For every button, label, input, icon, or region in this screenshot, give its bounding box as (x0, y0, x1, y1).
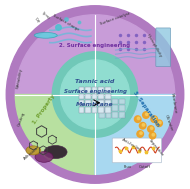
Bar (98, 87, 104, 93)
Circle shape (140, 132, 142, 134)
Bar (106, 99, 111, 104)
Text: Dip: Dip (34, 17, 41, 24)
Bar (79, 107, 84, 113)
Bar (119, 105, 125, 111)
Circle shape (60, 60, 130, 129)
Text: Tannic acid: Tannic acid (75, 79, 115, 84)
Circle shape (52, 52, 138, 137)
Text: Flux: Flux (124, 165, 132, 169)
Bar (105, 87, 111, 93)
Bar (85, 107, 91, 113)
Text: 1. Property: 1. Property (32, 94, 56, 125)
Bar (119, 112, 125, 118)
Bar (98, 107, 104, 113)
Circle shape (137, 131, 143, 137)
Bar (105, 94, 111, 99)
Circle shape (139, 122, 146, 129)
Bar (99, 105, 105, 111)
Bar (106, 105, 111, 111)
Bar (105, 107, 111, 113)
Text: Surface catalyst: Surface catalyst (100, 12, 131, 26)
Text: Cutoff: Cutoff (138, 165, 150, 169)
Circle shape (156, 120, 162, 127)
Bar (92, 100, 97, 106)
Text: Membrane: Membrane (170, 92, 178, 113)
Circle shape (137, 117, 140, 120)
Bar (98, 100, 104, 106)
Circle shape (143, 112, 149, 118)
Circle shape (146, 113, 148, 115)
Circle shape (142, 124, 145, 126)
Ellipse shape (26, 146, 41, 155)
Wedge shape (95, 94, 175, 174)
Circle shape (152, 134, 155, 136)
FancyBboxPatch shape (112, 138, 162, 163)
Wedge shape (15, 15, 175, 94)
Text: Coating: Coating (17, 111, 25, 127)
Circle shape (154, 117, 156, 120)
Bar (79, 87, 84, 93)
Text: Surface engineering: Surface engineering (63, 89, 127, 94)
Ellipse shape (35, 152, 53, 162)
Circle shape (149, 132, 156, 139)
Text: 2. Surface engineering: 2. Surface engineering (59, 43, 131, 48)
Circle shape (6, 6, 184, 183)
Bar (85, 100, 91, 106)
Text: 3. Separation: 3. Separation (132, 91, 160, 128)
Text: Anti-fouling: Anti-fouling (121, 138, 143, 153)
Circle shape (135, 116, 141, 122)
Text: Membrane: Membrane (76, 102, 114, 107)
Bar (99, 99, 105, 104)
Text: Spray: Spray (40, 11, 51, 20)
Bar (112, 105, 118, 111)
Text: Surface charge: Surface charge (52, 14, 80, 32)
Text: Separation: Separation (148, 138, 165, 157)
Ellipse shape (34, 33, 57, 38)
Bar (112, 99, 118, 104)
Bar (92, 87, 97, 93)
Bar (112, 112, 118, 118)
Text: Hydrophilicity: Hydrophilicity (146, 33, 163, 58)
Bar (105, 100, 111, 106)
Bar (119, 99, 125, 104)
FancyBboxPatch shape (156, 28, 171, 67)
Circle shape (150, 127, 153, 129)
Bar (99, 112, 105, 118)
Wedge shape (15, 94, 95, 174)
Circle shape (151, 116, 158, 122)
Bar (79, 100, 84, 106)
Circle shape (148, 126, 154, 132)
Bar (85, 87, 91, 93)
Bar (92, 94, 97, 99)
Text: Adhesion: Adhesion (23, 146, 39, 161)
Bar (79, 94, 84, 99)
Text: Wettability: Wettability (16, 67, 23, 89)
Text: Oil/water: Oil/water (164, 114, 174, 132)
Circle shape (159, 121, 161, 124)
Bar (106, 112, 111, 118)
Ellipse shape (44, 146, 67, 159)
Bar (92, 107, 97, 113)
Bar (85, 94, 91, 99)
Bar (98, 94, 104, 99)
